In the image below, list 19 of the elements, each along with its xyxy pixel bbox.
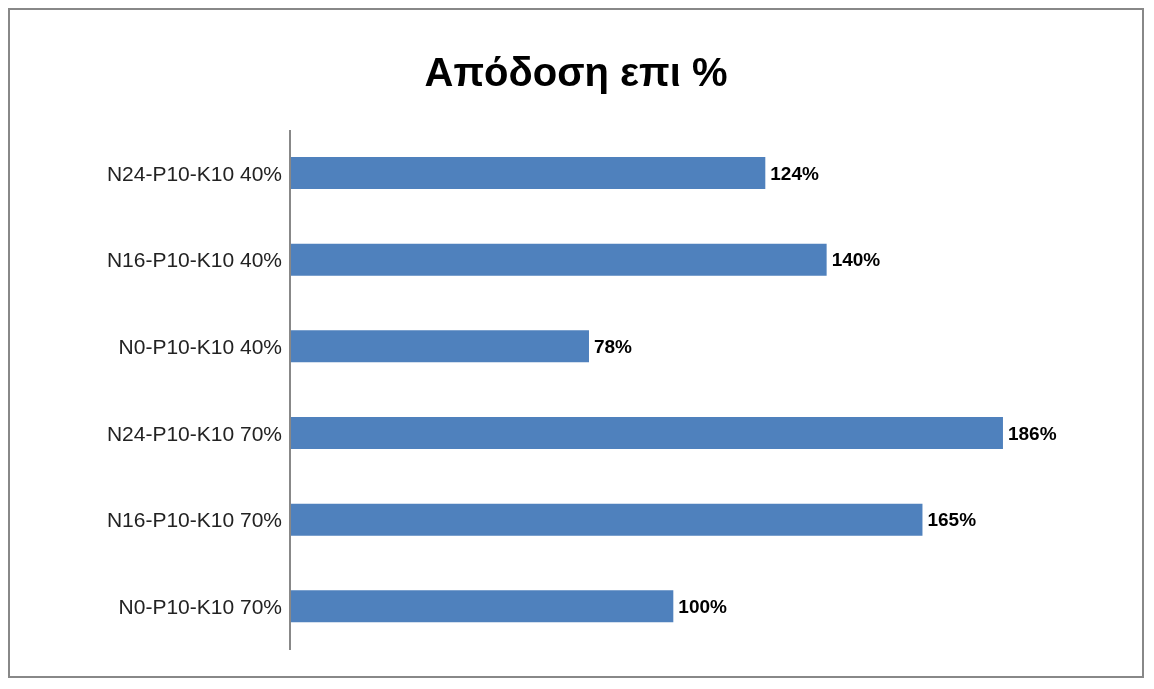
bar [290,330,589,363]
y-tick-label: N16-P10-K10 40% [106,248,282,272]
y-tick-label: N24-P10-K10 70% [106,421,282,445]
data-label: 165% [927,509,977,531]
chart-title: Απόδοση επι % [423,49,729,96]
bar [290,243,827,276]
bar [290,503,923,536]
data-label: 78% [593,336,633,358]
bar [290,417,1003,449]
data-label: 186% [1007,422,1057,444]
y-tick-label: N0-P10-K10 40% [118,335,282,359]
data-label: 124% [770,162,820,184]
y-tick-label: N0-P10-K10 70% [118,595,282,619]
bar [290,157,766,189]
bar [290,590,674,623]
data-label: 140% [831,249,881,271]
y-tick-label: N16-P10-K10 70% [106,508,282,532]
data-label: 100% [678,596,728,618]
y-tick-label: N24-P10-K10 40% [106,161,282,185]
